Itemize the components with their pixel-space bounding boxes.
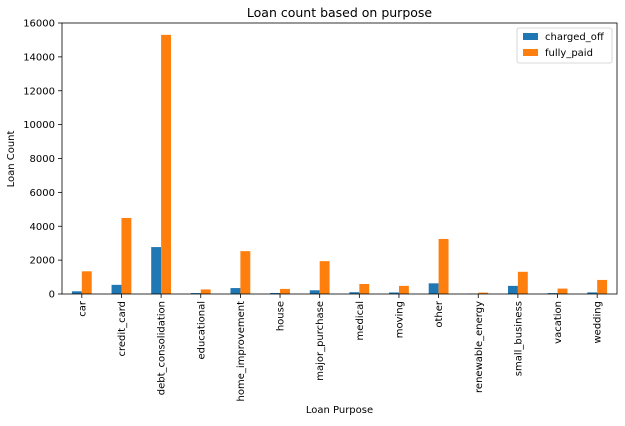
x-tick-label-other: other (434, 300, 445, 328)
chart-title: Loan count based on purpose (247, 5, 433, 20)
x-tick-label-house: house (276, 301, 287, 331)
bar-fully_paid-credit_card (121, 218, 131, 294)
y-tick-label: 16000 (23, 19, 55, 30)
x-tick-label-educational: educational (196, 301, 207, 360)
bar-fully_paid-car (82, 271, 92, 294)
bar-fully_paid-house (280, 289, 290, 294)
bar-charged_off-credit_card (112, 285, 122, 294)
y-tick-label: 14000 (23, 52, 55, 63)
legend-label-charged_off: charged_off (545, 32, 605, 43)
legend: charged_off fully_paid (517, 28, 612, 63)
y-tick-label: 8000 (30, 154, 55, 165)
x-tick-label-home_improvement: home_improvement (236, 301, 247, 402)
plot-frame (62, 23, 617, 294)
bar-fully_paid-major_purchase (320, 261, 330, 294)
y-tick-label: 10000 (23, 120, 55, 131)
bar-charged_off-major_purchase (310, 290, 320, 294)
bar-fully_paid-educational (201, 289, 211, 294)
x-tick-label-small_business: small_business (513, 301, 524, 376)
x-tick-label-debt_consolidation: debt_consolidation (157, 301, 168, 395)
x-tick-label-major_purchase: major_purchase (315, 301, 326, 381)
bar-fully_paid-debt_consolidation (161, 35, 171, 294)
y-tick-label: 4000 (30, 222, 55, 233)
y-tick-label: 6000 (30, 188, 55, 199)
x-tick-label-renewable_energy: renewable_energy (474, 301, 485, 393)
bar-fully_paid-wedding (597, 280, 607, 294)
bars-layer (72, 35, 607, 294)
x-tick-label-medical: medical (355, 301, 366, 340)
y-tick-label: 2000 (30, 256, 55, 267)
y-tick-label: 0 (49, 290, 55, 301)
y-tick-label: 12000 (23, 86, 55, 97)
bar-charged_off-debt_consolidation (151, 247, 161, 294)
bar-fully_paid-medical (359, 284, 369, 294)
bar-fully_paid-home_improvement (240, 251, 250, 294)
bar-fully_paid-small_business (518, 272, 528, 294)
x-axis-label: Loan Purpose (306, 405, 373, 416)
bar-fully_paid-moving (399, 286, 409, 294)
x-tick-label-car: car (77, 300, 88, 317)
bar-fully_paid-vacation (558, 289, 568, 294)
x-tick-label-vacation: vacation (553, 301, 564, 344)
bar-charged_off-small_business (508, 286, 518, 294)
y-axis-label: Loan Count (6, 130, 17, 187)
x-tick-label-wedding: wedding (593, 301, 604, 344)
bar-charged_off-car (72, 291, 82, 294)
bar-charged_off-other (429, 283, 439, 294)
legend-label-fully_paid: fully_paid (545, 48, 593, 59)
legend-swatch-fully_paid (523, 49, 538, 56)
legend-swatch-charged_off (523, 33, 538, 40)
axes-layer: 0 2000 4000 6000 8000 10000 12000 14000 16000 car… (23, 19, 617, 402)
bar-fully_paid-other (439, 239, 449, 294)
x-tick-label-moving: moving (394, 301, 405, 338)
bar-charged_off-home_improvement (230, 288, 240, 294)
x-tick-label-credit_card: credit_card (117, 301, 128, 357)
